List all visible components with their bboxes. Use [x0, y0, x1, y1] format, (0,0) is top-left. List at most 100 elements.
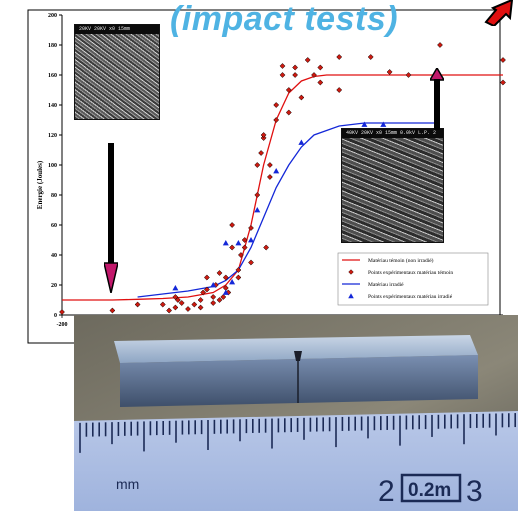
legend-item-reference-points-swatch — [348, 269, 354, 275]
reference-data-point — [191, 301, 198, 308]
x-tick-label: -200 — [57, 322, 68, 328]
reference-data-point — [210, 300, 217, 306]
reference-data-point — [317, 79, 324, 86]
sem-header-reference: 20KV 20KV x0 15mm — [75, 25, 159, 34]
reference-data-point — [59, 309, 65, 315]
reference-data-point — [298, 94, 305, 101]
irradiated-data-point — [273, 168, 280, 174]
reference-data-point — [216, 270, 223, 276]
y-tick-label: 160 — [48, 73, 57, 79]
specimen-bar — [114, 335, 478, 407]
reference-data-point — [273, 102, 280, 108]
reference-data-point — [260, 135, 267, 141]
reference-data-point — [200, 289, 207, 296]
reference-data-point — [311, 72, 317, 78]
reference-data-point — [241, 244, 248, 251]
y-tick-label: 40 — [51, 253, 57, 259]
y-tick-label: 100 — [48, 163, 57, 169]
irradiated-data-point — [222, 240, 229, 246]
reference-data-point — [220, 294, 227, 300]
y-tick-label: 140 — [48, 103, 57, 109]
y-axis-label: Energie (Joules) — [36, 160, 44, 209]
irradiated-data-point — [361, 121, 368, 127]
sem-image-irradiated: 40KV 20KV x0 15mm 0.0kV L.P. 2 — [341, 128, 444, 243]
reference-data-point — [336, 54, 343, 60]
y-tick-label: 120 — [48, 133, 57, 139]
reference-data-point — [254, 162, 261, 168]
reference-data-point — [405, 72, 412, 78]
irradiated-data-point — [172, 285, 179, 291]
reference-data-point — [304, 57, 311, 63]
reference-data-point — [203, 274, 210, 281]
y-tick-label: 200 — [48, 13, 57, 19]
reference-data-point — [185, 306, 191, 312]
y-tick-label: 180 — [48, 43, 57, 49]
reference-data-point — [216, 297, 223, 303]
reference-data-point — [367, 54, 374, 60]
reference-data-point — [235, 267, 242, 273]
legend-item-reference-curve: Matériau témoin (non irradié) — [368, 257, 434, 264]
sem-header-irradiated: 40KV 20KV x0 15mm 0.0kV L.P. 2 — [342, 129, 443, 138]
reference-data-point — [197, 304, 204, 311]
reference-data-point — [258, 150, 265, 156]
reference-data-point — [134, 301, 141, 308]
irradiated-data-point — [222, 289, 229, 295]
down-arrow-icon — [104, 143, 118, 293]
reference-data-point — [210, 294, 217, 300]
reference-data-point — [266, 162, 273, 168]
reference-data-point — [279, 72, 286, 78]
reference-data-point — [336, 87, 343, 93]
reference-data-point — [172, 304, 179, 311]
reference-data-point — [285, 87, 292, 93]
y-tick-label: 60 — [51, 223, 57, 229]
reference-data-point — [197, 297, 204, 303]
reference-data-point — [248, 259, 254, 266]
legend-item-irradiated-points: Points expérimentaux matériau irradié — [368, 294, 453, 300]
reference-data-point — [229, 244, 236, 251]
reference-data-point — [241, 237, 248, 243]
reference-data-point — [174, 297, 181, 303]
reference-data-point — [237, 252, 244, 258]
reference-data-point — [279, 63, 286, 69]
reference-curve — [62, 74, 503, 301]
reference-data-point — [229, 222, 236, 228]
ruler-scale-box — [400, 473, 462, 503]
legend-box — [337, 252, 489, 306]
ruler-scale-number: 2 — [378, 475, 395, 508]
reference-data-point — [203, 286, 210, 293]
y-tick-label: 20 — [51, 283, 57, 289]
reference-data-point — [386, 69, 393, 75]
chart-title: (impact tests) — [170, 0, 399, 38]
reference-data-point — [235, 274, 242, 281]
reference-data-point — [263, 244, 270, 251]
reference-data-point — [500, 57, 506, 63]
reference-data-point — [292, 64, 299, 71]
reference-data-point — [159, 301, 166, 308]
reference-data-point — [285, 109, 292, 116]
ruler-scale-box-label: 0.2m — [408, 480, 451, 501]
reference-data-point — [260, 132, 267, 138]
sem-image-reference: 20KV 20KV x0 15mm — [74, 24, 160, 120]
y-tick-label: 80 — [51, 193, 57, 199]
irradiated-data-point — [298, 139, 305, 145]
reference-data-point — [178, 300, 185, 306]
reference-data-point — [292, 72, 299, 78]
reference-data-point — [248, 225, 254, 231]
ruler-unit-label: mm — [116, 476, 139, 492]
red-arrow-icon — [484, 0, 514, 26]
reference-data-point — [500, 79, 506, 86]
charpy-specimen-photo: mm 2 0.2m 3 — [74, 315, 518, 511]
irradiated-data-point — [380, 121, 387, 127]
irradiated-curve — [137, 122, 440, 298]
legend: Matériau témoin (non irradié) Points expé… — [337, 252, 489, 306]
irradiated-data-point — [229, 279, 236, 285]
plot-area — [59, 42, 506, 315]
legend-item-irradiated-curve: Matériau irradié — [368, 282, 404, 288]
irradiated-data-point — [248, 237, 254, 243]
irradiated-data-point — [254, 207, 261, 213]
ruler-partial-digit: 3 — [466, 475, 483, 508]
up-arrow-icon — [430, 68, 444, 130]
irradiated-data-point — [235, 240, 242, 246]
reference-data-point — [317, 64, 324, 71]
